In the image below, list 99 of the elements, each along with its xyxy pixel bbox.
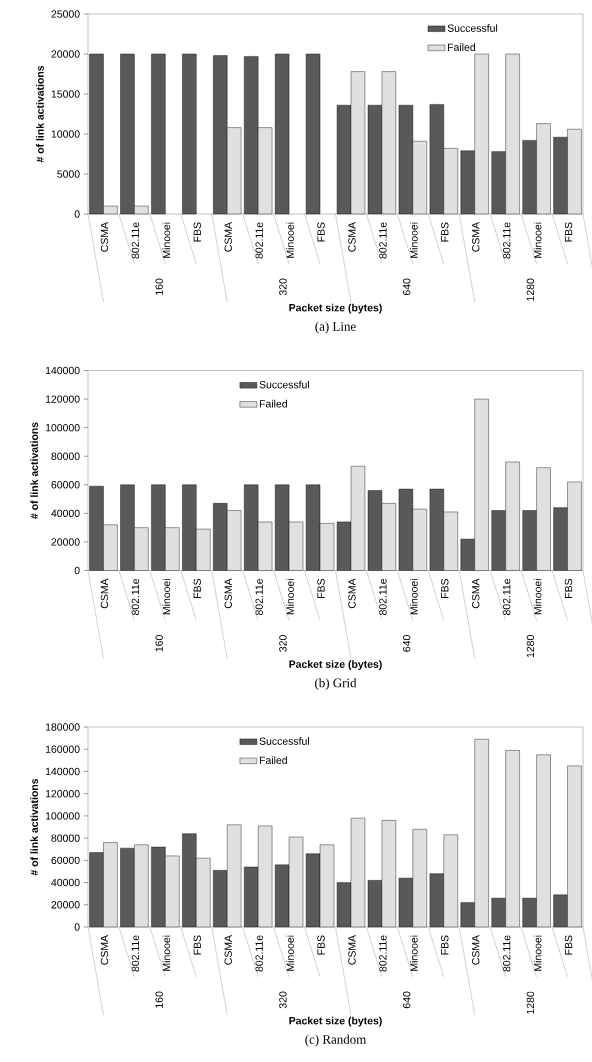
y-tick-label: 0	[74, 210, 80, 218]
legend-label: Successful	[447, 24, 498, 32]
y-tick-label: 15000	[51, 90, 80, 98]
text: 320	[279, 278, 287, 296]
x-tick-label: 802.11e	[502, 935, 511, 972]
x-tick-label: 802.11e	[502, 222, 511, 259]
x-tick-label: Minooei	[533, 935, 542, 971]
y-tick-label: 20000	[51, 50, 80, 58]
legend-label: Successful	[259, 380, 309, 389]
text: 640	[402, 991, 411, 1009]
x-tick-label: CSMA	[100, 221, 109, 252]
x-tick-label: CSMA	[472, 221, 480, 252]
x-tick-label: CSMA	[348, 578, 356, 609]
x-tick-label: 802.11e	[255, 935, 263, 972]
x-axis-title: Packet size (bytes)	[289, 1016, 382, 1027]
x-tick-label: FBS	[193, 578, 201, 598]
x-axis-title: Packet size (bytes)	[289, 303, 382, 314]
text: (c) Random	[305, 1034, 367, 1047]
x-tick-label: FBS	[317, 578, 325, 598]
x-tick-label: Minooei	[286, 935, 294, 971]
x-tick-label: FBS	[441, 222, 449, 242]
text: 160	[155, 278, 163, 295]
text: 320	[279, 635, 287, 652]
y-tick-label: 25000	[51, 10, 80, 18]
x-tick-label: Minooei	[410, 222, 418, 258]
x-tick-label: Minooei	[533, 222, 542, 258]
x-tick-label: CSMA	[472, 578, 480, 609]
y-tick-label: 100000	[45, 423, 80, 432]
y-tick-label: 0	[74, 923, 80, 931]
y-tick-label: 160000	[45, 745, 80, 753]
x-tick-label: Minooei	[410, 579, 418, 615]
x-tick-label: Minooei	[162, 935, 171, 971]
y-tick-label: 60000	[51, 481, 80, 489]
x-tick-label: Minooei	[162, 579, 171, 615]
text: 640	[402, 278, 411, 296]
legend-label: Failed	[259, 756, 287, 764]
x-tick-label: Minooei	[410, 935, 418, 971]
x-tick-label: 802.11e	[255, 222, 263, 259]
y-tick-label: 120000	[45, 395, 80, 403]
y-tick-label: 140000	[45, 767, 80, 776]
y-axis-title: # of link activations	[36, 65, 44, 163]
x-tick-label: 802.11e	[379, 935, 387, 972]
x-tick-label: 802.11e	[379, 222, 387, 259]
x-tick-label: CSMA	[100, 578, 109, 609]
text: (a) Line	[315, 321, 356, 334]
x-tick-label: 802.11e	[379, 578, 387, 616]
x-tick-label: 802.11e	[131, 935, 140, 972]
y-tick-label: 5000	[57, 170, 80, 178]
y-tick-label: 40000	[51, 509, 80, 518]
y-axis-title: # of link activations	[30, 778, 38, 876]
text: 1280	[526, 635, 535, 658]
x-tick-label: FBS	[441, 578, 449, 598]
y-tick-label: 20000	[51, 538, 80, 546]
y-tick-label: 10000	[51, 130, 80, 138]
x-tick-label: CSMA	[348, 934, 356, 965]
y-axis-title: # of link activations	[30, 422, 38, 519]
x-tick-label: Minooei	[533, 579, 542, 615]
x-tick-label: CSMA	[348, 221, 356, 252]
x-tick-label: CSMA	[224, 934, 232, 965]
legend-label: Failed	[259, 399, 287, 408]
y-tick-label: 80000	[51, 834, 80, 842]
y-tick-label: 180000	[45, 723, 80, 731]
x-tick-label: CSMA	[100, 934, 109, 965]
y-tick-label: 80000	[51, 452, 80, 460]
x-tick-label: 802.11e	[255, 578, 263, 616]
y-tick-label: 120000	[45, 789, 80, 798]
x-tick-label: 802.11e	[131, 222, 140, 259]
x-tick-label: FBS	[564, 222, 573, 242]
legend-label: Successful	[259, 737, 309, 745]
y-tick-label: 20000	[51, 901, 80, 909]
x-tick-label: CSMA	[224, 221, 232, 252]
x-tick-label: Minooei	[286, 222, 294, 258]
x-tick-label: Minooei	[162, 222, 171, 258]
text: 160	[155, 635, 163, 652]
text: 320	[279, 991, 287, 1009]
y-tick-label: 140000	[45, 366, 80, 375]
x-tick-label: 802.11e	[502, 578, 511, 616]
y-tick-label: 100000	[45, 812, 80, 820]
x-tick-label: FBS	[193, 935, 201, 955]
y-tick-label: 40000	[51, 878, 80, 887]
text: 1280	[526, 991, 535, 1014]
y-tick-label: 60000	[51, 856, 80, 865]
x-tick-label: FBS	[564, 578, 573, 598]
x-tick-label: Minooei	[286, 579, 294, 615]
text: 640	[402, 635, 411, 652]
x-tick-label: 802.11e	[131, 578, 140, 616]
x-axis-title: Packet size (bytes)	[289, 660, 382, 670]
legend-label: Failed	[448, 43, 475, 51]
x-tick-label: FBS	[193, 222, 201, 242]
x-tick-label: FBS	[564, 935, 573, 955]
x-tick-label: CSMA	[224, 578, 232, 609]
x-tick-label: FBS	[441, 935, 449, 955]
text: 1280	[526, 278, 535, 301]
x-tick-label: CSMA	[472, 934, 480, 965]
text: 160	[155, 991, 163, 1008]
x-tick-label: FBS	[317, 935, 325, 955]
x-tick-label: FBS	[317, 222, 325, 242]
y-tick-label: 0	[74, 566, 80, 575]
text: (b) Grid	[315, 678, 357, 690]
